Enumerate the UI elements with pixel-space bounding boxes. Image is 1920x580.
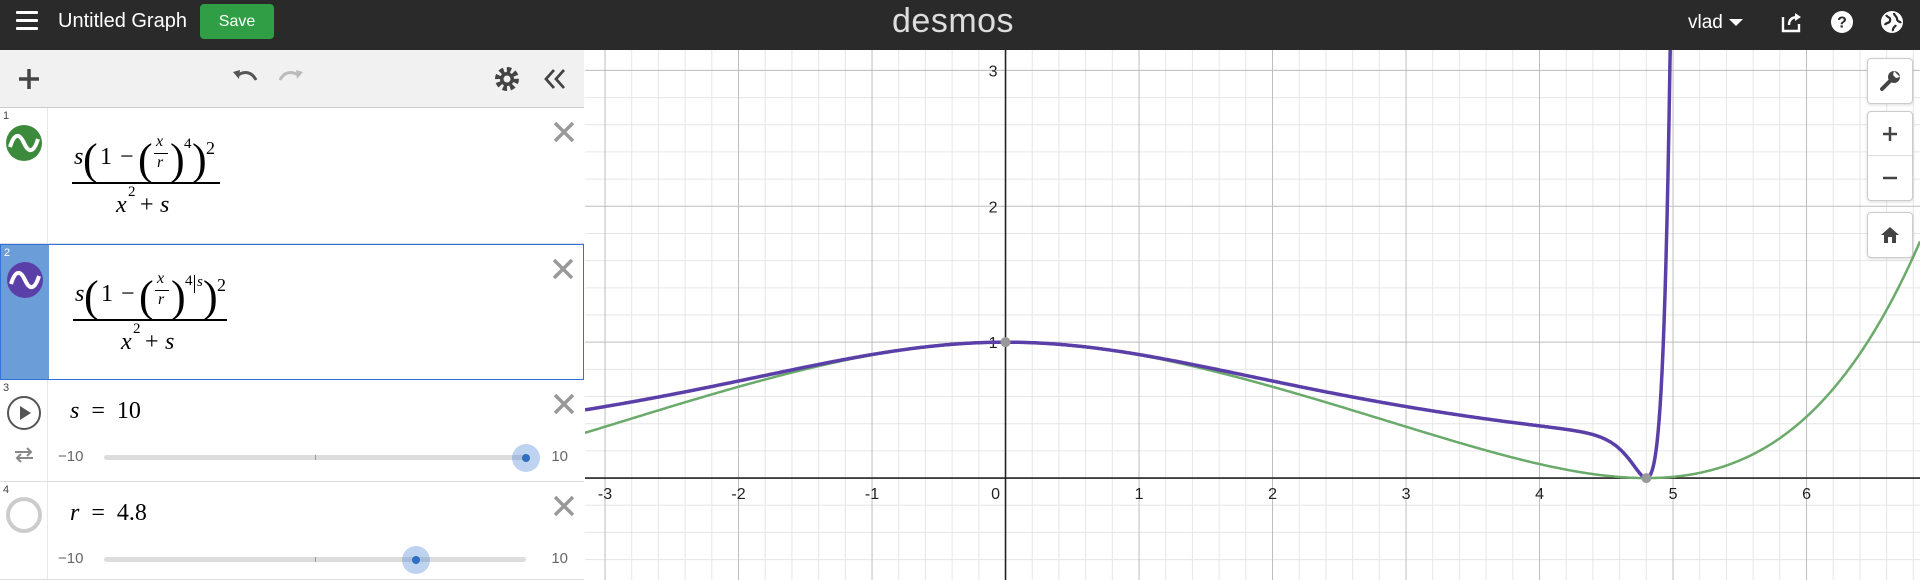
zoom-control bbox=[1867, 111, 1913, 201]
x-tick-label: -3 bbox=[598, 486, 612, 503]
expression-list-header bbox=[0, 50, 584, 108]
user-menu[interactable]: vlad bbox=[1688, 12, 1743, 34]
x-tick-label: 3 bbox=[1402, 486, 1411, 503]
settings-gear-icon[interactable] bbox=[492, 64, 522, 94]
s-slider[interactable]: −10 10 bbox=[58, 442, 568, 472]
x-tick-label: 6 bbox=[1802, 486, 1811, 503]
caret-down-icon bbox=[1728, 19, 1743, 27]
expression-row-2[interactable]: 2 s ( 1 − ( x r ) 4 s ) 2 bbox=[0, 244, 584, 380]
purple-curve[interactable] bbox=[585, 50, 1920, 480]
expression-number: 2 bbox=[4, 247, 11, 259]
delete-expression-icon[interactable] bbox=[550, 118, 578, 146]
slider-max[interactable]: 10 bbox=[551, 550, 568, 567]
play-icon[interactable] bbox=[5, 394, 43, 432]
expression-gutter: 4 bbox=[0, 482, 48, 579]
expression-formula[interactable]: s ( 1 − ( x r ) 4 s ) 2 x 2 + s bbox=[73, 270, 227, 355]
globe-icon[interactable] bbox=[1880, 10, 1904, 34]
x-tick-label: 4 bbox=[1535, 486, 1544, 503]
desmos-logo: desmos bbox=[892, 2, 1015, 40]
x-tick-label: 5 bbox=[1669, 486, 1678, 503]
svg-text:?: ? bbox=[1837, 15, 1847, 32]
slider-min[interactable]: −10 bbox=[58, 550, 84, 567]
help-icon[interactable]: ? bbox=[1830, 10, 1854, 34]
expression-row-1[interactable]: 1 s ( 1 − ( x r ) 4 ) 2 x bbox=[0, 108, 584, 244]
expression-number: 4 bbox=[3, 484, 10, 496]
maximum-point[interactable] bbox=[1000, 337, 1011, 348]
expression-row-3[interactable]: 3 s = 10 −10 10 bbox=[0, 380, 584, 482]
share-icon[interactable] bbox=[1780, 10, 1804, 34]
wrench-icon[interactable] bbox=[1868, 59, 1912, 103]
add-expression-icon[interactable] bbox=[14, 64, 44, 94]
x-tick-label: -1 bbox=[865, 486, 879, 503]
minor-grid bbox=[585, 50, 1920, 580]
menu-icon[interactable] bbox=[14, 9, 42, 39]
expression-formula[interactable]: s ( 1 − ( x r ) 4 ) 2 x 2 + s bbox=[70, 133, 230, 224]
zoom-out-icon[interactable] bbox=[1868, 156, 1912, 200]
expression-gutter: 1 bbox=[0, 108, 48, 243]
expression-gutter: 3 bbox=[0, 380, 48, 481]
graph-settings-control bbox=[1867, 58, 1913, 104]
expression-list: 1 s ( 1 − ( x r ) 4 ) 2 x bbox=[0, 50, 584, 580]
user-name: vlad bbox=[1688, 12, 1723, 33]
r-slider[interactable]: −10 10 bbox=[58, 544, 568, 574]
sine-wave-icon[interactable] bbox=[6, 261, 44, 299]
expression-gutter: 2 bbox=[1, 245, 49, 379]
undo-icon[interactable] bbox=[230, 64, 260, 94]
delete-expression-icon[interactable] bbox=[550, 390, 578, 418]
slider-handle[interactable] bbox=[402, 546, 431, 574]
home-control bbox=[1867, 212, 1913, 258]
graph-paper[interactable]: -3 -2 -1 0 1 2 3 4 5 6 1 2 3 bbox=[585, 50, 1920, 580]
y-tick-label: 2 bbox=[989, 199, 998, 216]
slider-track[interactable] bbox=[104, 444, 540, 472]
delete-expression-icon[interactable] bbox=[550, 492, 578, 520]
slider-track[interactable] bbox=[104, 546, 526, 574]
x-tick-label: 2 bbox=[1268, 486, 1277, 503]
expression-formula[interactable]: s = 10 bbox=[70, 398, 141, 424]
delete-expression-icon[interactable] bbox=[549, 255, 577, 283]
slider-max[interactable]: 10 bbox=[551, 448, 568, 465]
collapse-panel-icon[interactable] bbox=[540, 64, 570, 94]
sine-wave-icon[interactable] bbox=[5, 124, 43, 162]
top-bar: Untitled Graph Save desmos vlad ? bbox=[0, 0, 1920, 50]
home-icon[interactable] bbox=[1868, 213, 1912, 257]
slider-min[interactable]: −10 bbox=[58, 448, 84, 465]
graph-title[interactable]: Untitled Graph bbox=[58, 10, 187, 32]
slider-handle[interactable] bbox=[512, 444, 540, 472]
save-button[interactable]: Save bbox=[200, 4, 274, 39]
green-curve[interactable] bbox=[585, 241, 1920, 480]
hidden-circle-icon[interactable] bbox=[5, 496, 43, 534]
expression-formula[interactable]: r = 4.8 bbox=[70, 500, 147, 526]
text-cursor bbox=[194, 275, 195, 293]
redo-icon[interactable] bbox=[276, 64, 306, 94]
expression-number: 1 bbox=[3, 110, 10, 122]
zoom-in-icon[interactable] bbox=[1868, 112, 1912, 156]
expression-number: 3 bbox=[3, 382, 10, 394]
axes bbox=[585, 50, 1920, 580]
x-tick-label: 1 bbox=[1135, 486, 1144, 503]
x-tick-label: -2 bbox=[731, 486, 745, 503]
zero-point[interactable] bbox=[1641, 473, 1652, 484]
expression-row-4[interactable]: 4 r = 4.8 −10 10 bbox=[0, 482, 584, 580]
loop-direction-icon[interactable] bbox=[12, 446, 36, 464]
x-tick-label: 0 bbox=[991, 486, 1000, 503]
y-tick-label: 3 bbox=[989, 63, 998, 80]
